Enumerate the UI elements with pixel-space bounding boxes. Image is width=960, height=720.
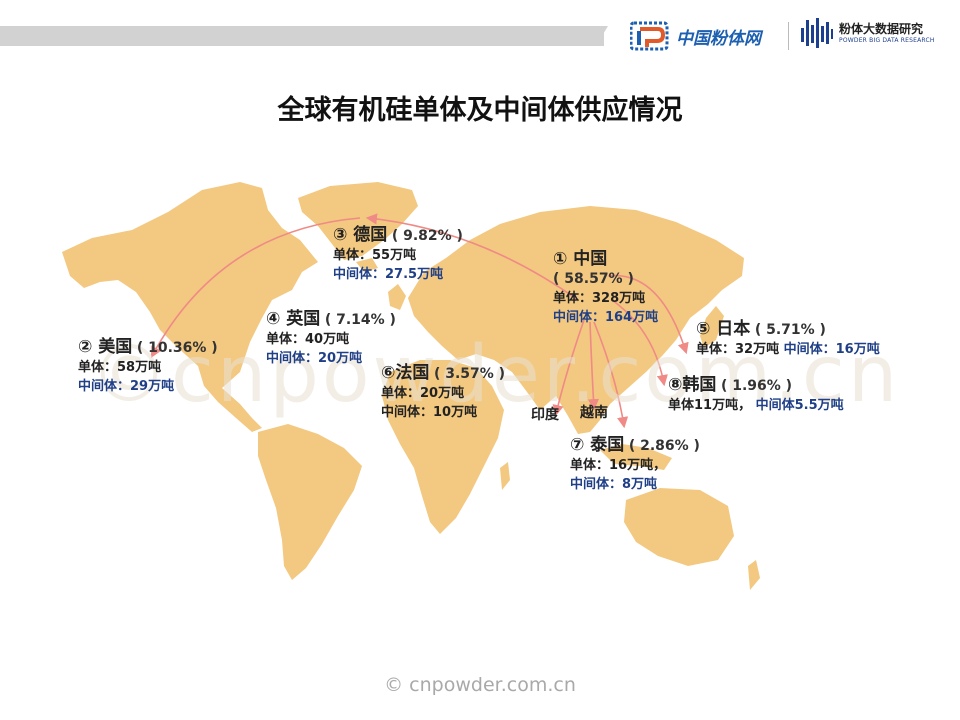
arrow-china-to-japan: [607, 274, 689, 355]
region-uk-monomer: 单体：40万吨: [266, 332, 350, 347]
supply-arrows: [150, 213, 689, 429]
arrow-germany-to-usa: [150, 217, 361, 358]
region-china-share: ( 58.57% ): [553, 271, 634, 287]
region-japan-intermediate: 中间体：16万吨: [783, 342, 880, 357]
africa: [382, 360, 504, 534]
header-bar-tail: [596, 26, 608, 46]
madagascar: [500, 462, 510, 490]
north-america: [62, 182, 318, 388]
arrow-china-to-germany: [365, 213, 579, 301]
region-china-intermediate: 中间体：164万吨: [553, 310, 659, 325]
region-france-intermediate: 中间体：10万吨: [381, 405, 478, 420]
region-japan-share: ( 5.71% ): [754, 322, 826, 338]
region-france-share: ( 3.57% ): [433, 366, 506, 382]
region-korea-intermediate: 中间体5.5万吨: [755, 398, 844, 413]
region-germany-monomer: 单体：55万吨: [333, 248, 417, 263]
new-zealand: [748, 560, 760, 590]
region-germany-intermediate: 中间体：27.5万吨: [333, 267, 444, 282]
central-america: [198, 366, 262, 432]
southeast-asia-islands: [600, 444, 672, 470]
region-uk-name: ④ 英国: [266, 309, 321, 329]
region-uk-intermediate: 中间体：20万吨: [266, 351, 363, 366]
arrow-china-to-vietnam: [587, 321, 600, 411]
greenland: [298, 182, 418, 260]
region-thailand-name: ⑦ 泰国: [570, 435, 625, 455]
region-germany-name: ③ 德国: [333, 225, 388, 245]
region-usa-intermediate: 中间体：29万吨: [78, 379, 175, 394]
land-masses: [62, 182, 760, 590]
bar-code-icon: [801, 18, 833, 48]
arrow-china-to-india: [552, 319, 585, 417]
region-korea-share: ( 1.96% ): [720, 378, 793, 394]
region-uk: ④ 英国 ( 7.14% ) 单体：40万吨 中间体：20万吨: [266, 310, 396, 368]
region-korea: ⑧韩国 ( 1.96% ) 单体11万吨， 中间体5.5万吨: [668, 376, 844, 415]
region-usa-monomer: 单体：58万吨: [78, 360, 162, 375]
region-usa: ② 美国 ( 10.36% ) 单体：58万吨 中间体：29万吨: [78, 338, 218, 396]
region-japan-monomer: 单体：32万吨: [696, 342, 780, 357]
region-china-monomer: 单体：328万吨: [553, 291, 646, 306]
place-vietnam: 越南: [580, 405, 608, 421]
region-korea-monomer: 单体11万吨，: [668, 398, 752, 413]
south-america: [258, 424, 362, 580]
region-germany-share: ( 9.82% ): [391, 228, 463, 244]
region-france-monomer: 单体：20万吨: [381, 386, 465, 401]
iceland: [356, 258, 378, 272]
region-japan: ⑤ 日本 ( 5.71% ) 单体：32万吨 中间体：16万吨: [696, 320, 880, 359]
region-korea-name: ⑧韩国: [668, 375, 717, 395]
research-logo: 粉体大数据研究 POWDER BIG DATA RESEARCH: [800, 16, 935, 50]
australia: [624, 488, 734, 566]
eurasia: [408, 206, 744, 434]
region-thailand-share: ( 2.86% ): [628, 438, 700, 454]
region-thailand-monomer: 单体：16万吨，: [570, 458, 667, 473]
cnpowder-logo-icon: [630, 21, 669, 51]
region-usa-share: ( 10.36% ): [136, 340, 218, 356]
region-uk-share: ( 7.14% ): [324, 312, 396, 328]
research-logo-subtitle: POWDER BIG DATA RESEARCH: [839, 36, 935, 44]
logo-divider: [788, 22, 789, 50]
region-germany: ③ 德国 ( 9.82% ) 单体：55万吨 中间体：27.5万吨: [333, 226, 463, 284]
place-india: 印度: [531, 407, 559, 423]
region-usa-name: ② 美国: [78, 337, 133, 357]
watermark: ©cnpowder.com.cn: [90, 330, 901, 420]
cnpowder-logo: 中国粉体网: [630, 18, 761, 54]
arrow-china-to-korea: [611, 299, 668, 387]
region-china-name: ① 中国: [553, 249, 608, 269]
arrow-china-to-thailand: [593, 321, 629, 429]
footer-copyright: © cnpowder.com.cn: [384, 674, 576, 696]
region-france: ⑥法国 ( 3.57% ) 单体：20万吨 中间体：10万吨: [381, 364, 505, 422]
region-japan-name: ⑤ 日本: [696, 319, 751, 339]
cnpowder-logo-text: 中国粉体网: [676, 28, 761, 49]
research-logo-title: 粉体大数据研究: [839, 21, 924, 36]
header-bar: [0, 26, 604, 46]
region-thailand-intermediate: 中间体：8万吨: [570, 477, 658, 492]
region-china: ① 中国 ( 58.57% ) 单体：328万吨 中间体：164万吨: [553, 250, 658, 327]
region-france-name: ⑥法国: [381, 363, 430, 383]
british-isles: [388, 284, 406, 310]
region-thailand: ⑦ 泰国 ( 2.86% ) 单体：16万吨， 中间体：8万吨: [570, 436, 700, 494]
page-title: 全球有机硅单体及中间体供应情况: [277, 95, 683, 126]
japan: [700, 306, 724, 348]
